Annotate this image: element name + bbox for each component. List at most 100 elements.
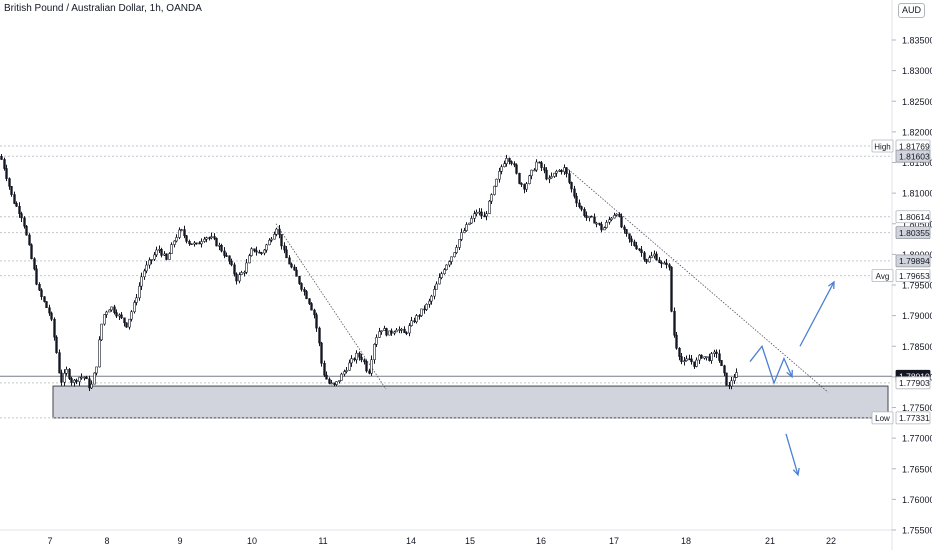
candle-body <box>40 289 43 297</box>
candle-body <box>273 234 276 240</box>
candle-body <box>0 156 3 160</box>
candle-body <box>323 362 326 376</box>
candle-body <box>638 248 641 251</box>
candle-body <box>358 352 361 358</box>
candle-body <box>60 372 63 383</box>
candle-body <box>38 283 41 291</box>
candle-body <box>428 300 431 305</box>
price-marker-value: 1.79894 <box>899 256 930 266</box>
candle-body <box>68 369 71 379</box>
candle-body <box>268 239 271 246</box>
support-zone <box>52 385 889 419</box>
candle-body <box>380 330 383 332</box>
candle-body <box>723 365 726 374</box>
candle-body <box>240 272 243 275</box>
candle-body <box>188 241 191 244</box>
trendline <box>275 223 387 390</box>
candle-body <box>123 317 126 324</box>
candle-body <box>203 238 206 242</box>
x-tick-label: 16 <box>536 536 546 546</box>
candle-body <box>640 249 643 254</box>
candle-body <box>413 320 416 323</box>
candle-body <box>98 339 101 368</box>
candle-body <box>85 376 88 380</box>
candle-body <box>353 358 356 361</box>
candle-body <box>238 274 241 282</box>
candle-body <box>378 331 381 338</box>
candle-body <box>600 224 603 231</box>
candle-body <box>393 331 396 334</box>
candle-body <box>130 311 133 320</box>
candle-body <box>280 234 283 247</box>
candle-body <box>288 257 291 265</box>
projection-arrowhead <box>792 467 800 477</box>
candle-body <box>733 377 736 382</box>
price-marker-box <box>895 210 931 224</box>
candle-body <box>308 298 311 304</box>
candle-body <box>360 356 363 361</box>
currency-badge[interactable]: AUD <box>898 3 926 18</box>
candle-body <box>535 161 538 171</box>
candle-body <box>328 378 331 384</box>
candle-body <box>70 378 73 383</box>
candle-body <box>383 328 386 331</box>
candle-body <box>680 356 683 362</box>
price-marker-value: 1.77331 <box>899 413 930 423</box>
candle-body <box>153 254 156 260</box>
price-marker-value: 1.80614 <box>899 212 930 222</box>
candle-body <box>585 215 588 219</box>
candle-body <box>340 373 343 381</box>
candle-body <box>730 380 733 387</box>
price-marker-label: Avg <box>876 272 890 281</box>
candle-body <box>260 252 263 254</box>
candle-body <box>13 194 16 204</box>
candle-body <box>658 259 661 263</box>
candle-body <box>718 353 721 361</box>
candle-body <box>43 296 46 302</box>
trendline <box>565 167 829 393</box>
candle-body <box>530 169 533 177</box>
candle-body <box>475 212 478 215</box>
x-tick-label: 9 <box>177 536 182 546</box>
candle-body <box>25 225 28 236</box>
candle-body <box>180 229 183 231</box>
candle-body <box>195 242 198 245</box>
candle-body <box>63 372 66 383</box>
candle-body <box>5 168 8 179</box>
candle-body <box>673 310 676 336</box>
candle-body <box>645 259 648 263</box>
candle-body <box>670 266 673 312</box>
candle-body <box>553 172 556 177</box>
candle-body <box>143 270 146 278</box>
candle-body <box>150 258 153 261</box>
y-tick-label: 1.82500 <box>902 97 932 107</box>
candle-body <box>348 362 351 371</box>
candle-body <box>728 384 731 387</box>
y-tick-label: 1.83000 <box>902 66 932 76</box>
projection-path <box>799 281 835 347</box>
candle-body <box>423 308 426 311</box>
candle-body <box>700 354 703 359</box>
y-tick-label: 1.82000 <box>902 127 932 137</box>
candle-body <box>128 318 131 328</box>
candle-body <box>225 255 228 257</box>
candle-body <box>55 336 58 353</box>
candle-body <box>335 381 338 385</box>
candle-body <box>628 233 631 240</box>
candle-body <box>550 176 553 179</box>
candle-body <box>470 218 473 224</box>
candle-body <box>525 183 528 190</box>
candle-body <box>688 358 691 361</box>
candle-body <box>278 228 281 235</box>
candle-body <box>3 159 6 169</box>
candle-body <box>263 249 266 254</box>
candle-body <box>415 315 418 323</box>
candle-body <box>568 173 571 183</box>
y-tick-label: 1.78500 <box>902 342 932 352</box>
candle-body <box>148 259 151 266</box>
price-marker-value: 1.81769 <box>899 141 930 151</box>
candle-body <box>48 307 51 314</box>
candle-body <box>15 203 18 207</box>
candle-body <box>430 295 433 302</box>
